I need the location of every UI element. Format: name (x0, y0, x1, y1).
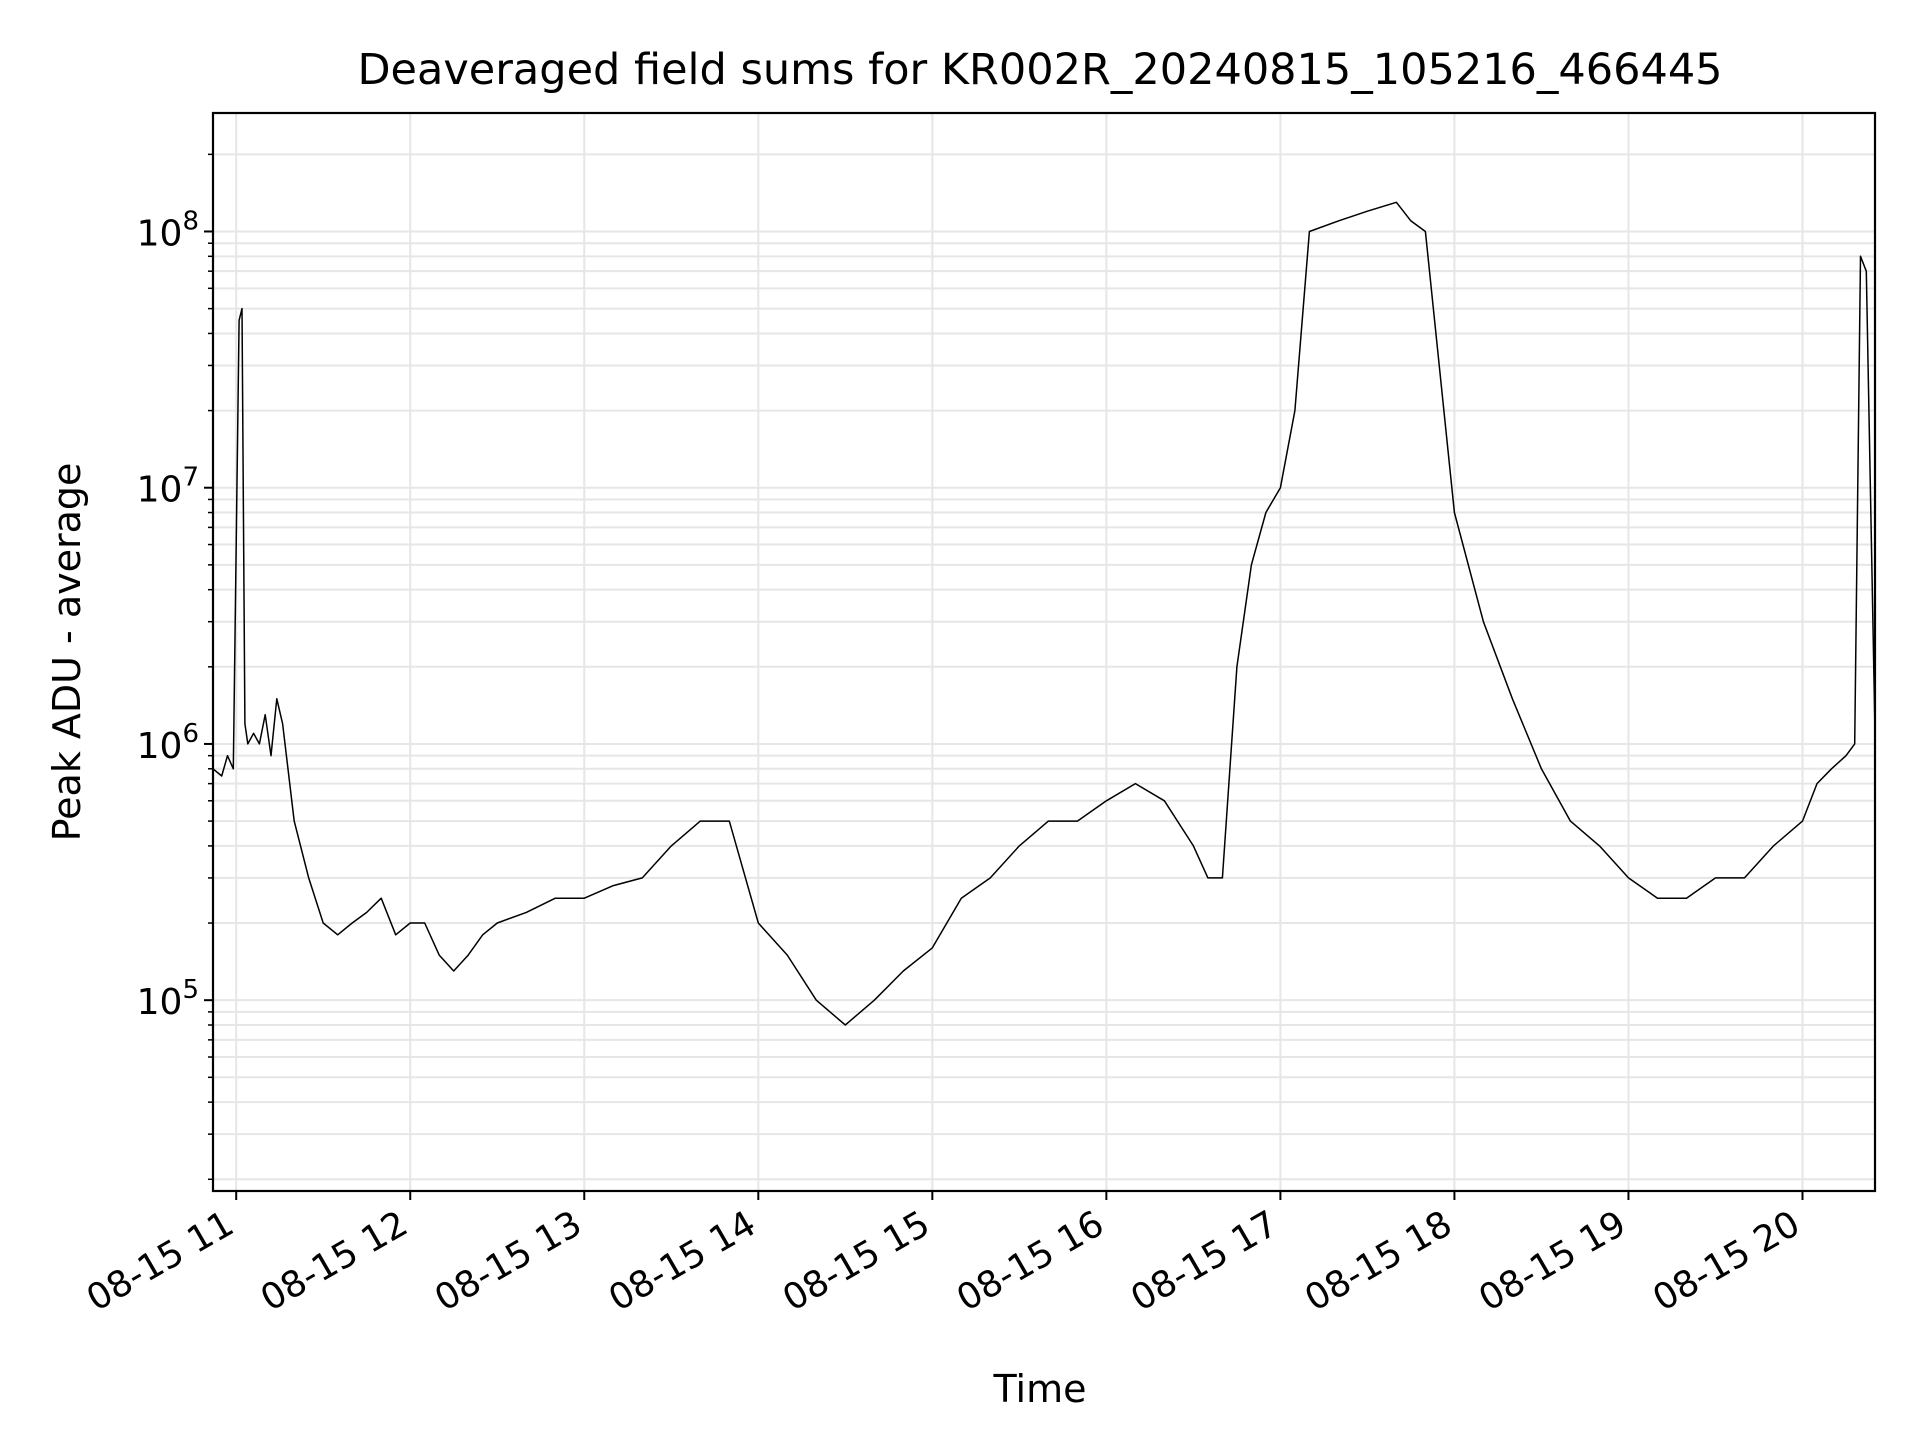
chart-title: Deaveraged field sums for KR002R_2024081… (357, 45, 1722, 95)
y-tick-label: 108 (137, 206, 199, 254)
x-axis-label: Time (993, 1367, 1087, 1411)
y-axis-label: Peak ADU - average (45, 463, 89, 842)
y-tick-label: 107 (137, 463, 199, 511)
y-tick-label: 106 (137, 719, 199, 767)
y-axis-ticks: 105 106 107 108 (137, 153, 213, 1181)
y-tick-label: 105 (137, 975, 199, 1023)
grid-lines (213, 113, 1875, 1191)
series-line (212, 201, 1876, 1026)
data-series-line (212, 201, 1876, 1026)
plot-frame (211, 111, 1877, 1193)
